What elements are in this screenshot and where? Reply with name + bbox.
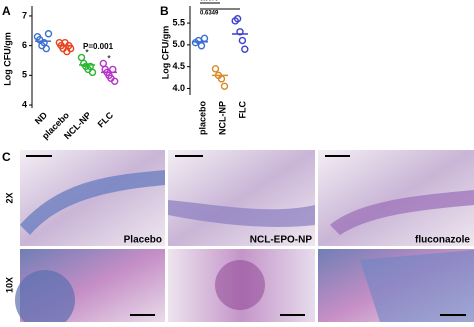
data-point	[233, 15, 242, 23]
image-label: NCL-EPO-NP	[250, 235, 313, 246]
data-point	[194, 36, 203, 45]
scale-bars	[26, 155, 466, 316]
panel-label: A	[2, 4, 11, 18]
data-point	[77, 53, 86, 62]
data-point	[241, 45, 249, 53]
data-point	[110, 77, 119, 85]
x-tick-label: ND	[33, 110, 50, 127]
data-point	[42, 44, 50, 53]
y-tick-label: 7	[22, 10, 27, 20]
row-label: 2X	[4, 192, 14, 203]
x-tick-label: FLC	[96, 110, 116, 130]
y-tick-label: 4.0	[172, 83, 185, 93]
row-label: 10X	[4, 277, 14, 293]
image-label: fluconazole	[415, 235, 470, 246]
tissue	[20, 170, 165, 235]
panel-label: C	[2, 150, 11, 164]
annotation: *	[107, 53, 111, 63]
data-point	[197, 42, 206, 50]
image	[168, 150, 315, 246]
data-point	[99, 59, 108, 68]
data-point	[211, 65, 220, 73]
x-tick-label: placebo	[197, 101, 207, 136]
data-point	[220, 82, 229, 90]
image	[20, 150, 165, 246]
image-label: Placebo	[124, 235, 162, 246]
tissue	[360, 250, 474, 322]
annotation: P=0.001	[83, 42, 114, 51]
data-point	[44, 30, 53, 38]
annotation: 0.6349	[200, 11, 219, 17]
panel-label: B	[160, 4, 169, 18]
tissue	[330, 190, 474, 235]
y-tick-label: 6	[22, 40, 27, 50]
annotation: *	[85, 47, 89, 57]
y-tick-label: 5.5	[172, 17, 185, 27]
y-tick-label: 5	[22, 70, 27, 80]
data-point	[238, 36, 247, 45]
data-point	[109, 65, 117, 74]
x-tick-label: NCL-NP	[217, 101, 227, 135]
y-tick-label: 4.5	[172, 61, 185, 71]
tissue	[168, 200, 315, 227]
tissue	[215, 260, 265, 310]
data-point	[236, 28, 244, 36]
y-tick-label: 5.0	[172, 39, 185, 49]
y-axis-label: Log CFU/gm	[2, 32, 12, 86]
annotation: 0.0079	[200, 0, 219, 3]
x-tick-label: FLC	[237, 101, 247, 119]
data-point	[88, 68, 97, 77]
tissue	[15, 270, 75, 327]
y-axis-label: Log CFU/gm	[160, 26, 170, 80]
y-tick-label: 4	[22, 99, 27, 109]
data-point	[200, 34, 209, 43]
histology-images	[15, 150, 474, 327]
